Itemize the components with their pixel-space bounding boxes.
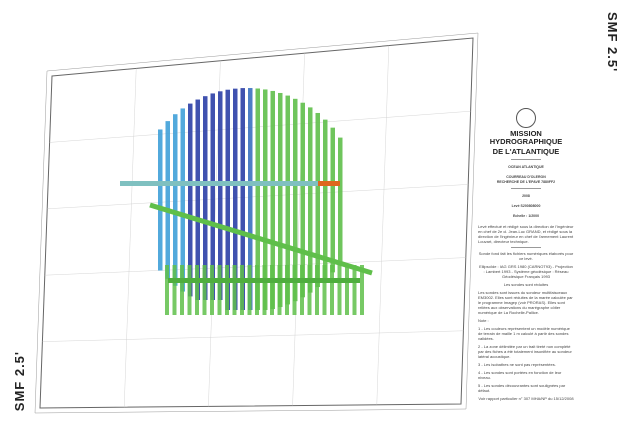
survey-id: Levé S200808000	[511, 204, 541, 208]
subject-1: COURREAU D'OLERON	[506, 175, 546, 179]
organization-title-2: DE L'ATLANTIQUE	[492, 147, 560, 156]
survey-track	[247, 265, 252, 315]
year: 2008	[522, 194, 530, 198]
survey-track	[300, 265, 304, 315]
survey-track	[172, 265, 177, 315]
separator	[511, 247, 541, 248]
survey-track	[195, 99, 200, 300]
survey-track	[218, 91, 223, 300]
survey-track	[187, 265, 192, 315]
survey-track	[173, 114, 178, 286]
notes-title: Note :	[478, 318, 489, 323]
survey-track	[262, 265, 267, 315]
survey-track	[285, 265, 289, 315]
map-frame	[39, 37, 474, 409]
survey-track	[210, 93, 215, 301]
survey-track	[232, 265, 237, 315]
survey-track	[165, 121, 170, 279]
survey-track	[270, 265, 274, 315]
survey-track	[240, 265, 244, 315]
separator	[511, 159, 541, 160]
survey-track	[352, 265, 357, 315]
survey-track	[300, 102, 305, 298]
note-4: 4 - Les sondes sont portées en fonction …	[478, 370, 562, 380]
survey-track	[277, 265, 282, 315]
source: Sonde fond fait les fichiers numériques …	[478, 251, 574, 261]
organization-title: MISSION HYDROGRAPHIQUE	[489, 129, 563, 146]
scale: Echelle : 1/2000	[512, 214, 540, 218]
survey-track	[330, 265, 334, 315]
survey-track	[315, 265, 319, 315]
survey-track	[360, 265, 364, 315]
survey-track	[315, 112, 320, 288]
survey-track	[203, 96, 208, 300]
survey-track	[270, 90, 275, 310]
survey-track	[292, 265, 297, 315]
grid-line	[124, 68, 137, 408]
survey-track	[293, 98, 298, 302]
separator	[511, 188, 541, 189]
survey-track	[202, 265, 207, 315]
geodesy: Ellipsoïde : IAG GRS 1980 (CARNOT93) - P…	[479, 264, 573, 279]
datum-note: Les sondes sont réduites	[503, 282, 549, 287]
credits: Levé effectué et rédigé sous la directio…	[478, 224, 574, 244]
survey-track	[263, 89, 268, 310]
survey-track	[217, 265, 222, 315]
survey-track	[322, 265, 327, 315]
survey-track	[337, 265, 342, 315]
survey-track	[345, 265, 349, 315]
survey-track	[195, 265, 199, 315]
cross-track	[168, 278, 360, 283]
region: OCEAN ATLANTIQUE	[508, 165, 544, 169]
survey-track	[233, 88, 238, 310]
subject-2: RECHERCHE DE L'EPAVE 7880FF2	[496, 180, 556, 184]
survey-track	[308, 107, 313, 293]
survey-track	[278, 92, 283, 308]
survey-track	[248, 88, 253, 310]
cartouche: MISSION HYDROGRAPHIQUE DE L'ATLANTIQUE O…	[478, 108, 574, 401]
survey-track	[225, 265, 229, 315]
grid-line	[42, 330, 464, 342]
grid-line	[376, 45, 389, 405]
survey-track	[165, 265, 169, 315]
note-2: 2 - La zone délimitée par un trait tiret…	[478, 344, 572, 359]
shom-logo-icon	[516, 108, 536, 128]
cross-track-shallow	[318, 181, 340, 186]
scale-label-bottom: SMF 2.5'	[12, 350, 27, 411]
survey-track	[225, 89, 230, 311]
diagonal-track	[149, 202, 373, 276]
map-outer-frame	[34, 32, 479, 414]
survey-track	[307, 265, 312, 315]
note-5: 5 - Les sondes découvrantes sont soulign…	[478, 383, 566, 393]
note-1: 1 - Les couleurs représentent un modèle …	[478, 326, 570, 341]
survey-track	[285, 95, 290, 305]
survey-track	[188, 103, 193, 297]
survey-track	[158, 129, 163, 271]
survey-track	[210, 265, 214, 315]
scale-label-top: SMF 2.5'	[605, 12, 620, 73]
survey-track	[323, 119, 328, 281]
note-3: 3 - Les isobathes ne sont pas représenté…	[478, 362, 556, 367]
body-text: Les sondes sont issues du sondeur multif…	[478, 290, 573, 315]
survey-track	[180, 265, 184, 315]
grid-line	[49, 111, 471, 143]
survey-track	[330, 127, 335, 273]
survey-track	[240, 88, 245, 310]
survey-track	[255, 88, 260, 310]
report-ref: Voir rapport particulier n° 307 MHA/NP d…	[478, 396, 574, 401]
survey-track	[180, 108, 185, 292]
survey-track	[338, 137, 343, 263]
survey-track	[255, 265, 259, 315]
cross-track	[120, 181, 320, 186]
